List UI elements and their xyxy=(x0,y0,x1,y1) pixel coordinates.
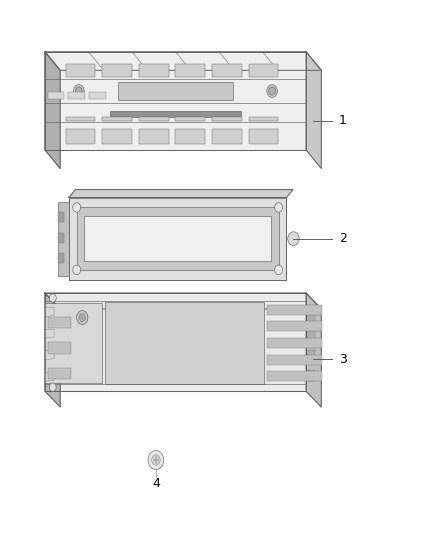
Bar xyxy=(102,129,132,144)
Bar xyxy=(176,117,205,122)
Circle shape xyxy=(49,383,56,391)
Bar xyxy=(267,321,322,332)
Bar xyxy=(139,129,169,144)
Text: 1: 1 xyxy=(339,114,346,127)
Bar xyxy=(267,305,322,314)
Bar xyxy=(47,368,71,379)
Bar xyxy=(66,129,95,144)
Circle shape xyxy=(77,311,88,325)
Bar xyxy=(118,82,233,100)
Bar xyxy=(77,207,279,270)
Bar xyxy=(68,92,85,99)
Bar xyxy=(58,233,64,243)
Bar xyxy=(45,303,102,383)
Bar xyxy=(212,129,242,144)
Bar xyxy=(47,317,71,328)
Circle shape xyxy=(288,232,299,246)
Text: 3: 3 xyxy=(339,353,346,366)
Circle shape xyxy=(275,265,283,274)
Circle shape xyxy=(267,85,277,98)
Bar xyxy=(139,64,169,77)
Polygon shape xyxy=(45,52,321,70)
Bar xyxy=(212,64,242,77)
Bar xyxy=(105,302,264,384)
Bar xyxy=(110,111,241,117)
Polygon shape xyxy=(45,308,54,317)
Bar xyxy=(58,212,64,222)
Bar xyxy=(84,216,271,261)
Circle shape xyxy=(73,265,81,274)
Bar xyxy=(176,129,205,144)
Bar xyxy=(47,92,64,99)
Circle shape xyxy=(148,450,164,470)
Bar xyxy=(69,198,286,280)
Bar xyxy=(139,117,169,122)
Polygon shape xyxy=(45,373,54,381)
Polygon shape xyxy=(45,293,321,309)
Bar xyxy=(66,64,95,77)
Bar xyxy=(307,350,314,362)
Polygon shape xyxy=(69,190,293,198)
Circle shape xyxy=(268,87,276,95)
Polygon shape xyxy=(45,351,54,360)
Bar xyxy=(267,338,322,348)
Bar xyxy=(267,372,322,381)
Bar xyxy=(249,129,278,144)
Circle shape xyxy=(275,203,283,212)
Polygon shape xyxy=(306,293,321,407)
Bar xyxy=(176,64,205,77)
Polygon shape xyxy=(45,52,306,150)
Bar xyxy=(58,254,64,263)
Circle shape xyxy=(152,455,160,465)
Bar xyxy=(58,201,69,276)
Bar xyxy=(47,342,71,354)
Circle shape xyxy=(74,85,84,98)
Polygon shape xyxy=(45,293,60,407)
Circle shape xyxy=(73,203,81,212)
Bar xyxy=(249,117,278,122)
Bar xyxy=(267,355,322,365)
Bar xyxy=(89,92,106,99)
Bar xyxy=(102,117,132,122)
Circle shape xyxy=(75,87,82,95)
Text: 2: 2 xyxy=(339,232,346,245)
Text: 4: 4 xyxy=(152,478,160,490)
Polygon shape xyxy=(45,52,60,168)
Bar xyxy=(66,117,95,122)
Polygon shape xyxy=(45,329,54,338)
Bar xyxy=(307,311,314,322)
Bar xyxy=(102,64,132,77)
Bar xyxy=(307,369,314,381)
Bar xyxy=(212,117,242,122)
Circle shape xyxy=(49,294,56,302)
Bar xyxy=(307,330,314,342)
Polygon shape xyxy=(45,293,306,391)
Polygon shape xyxy=(306,52,321,168)
Circle shape xyxy=(79,313,85,321)
Bar xyxy=(249,64,278,77)
